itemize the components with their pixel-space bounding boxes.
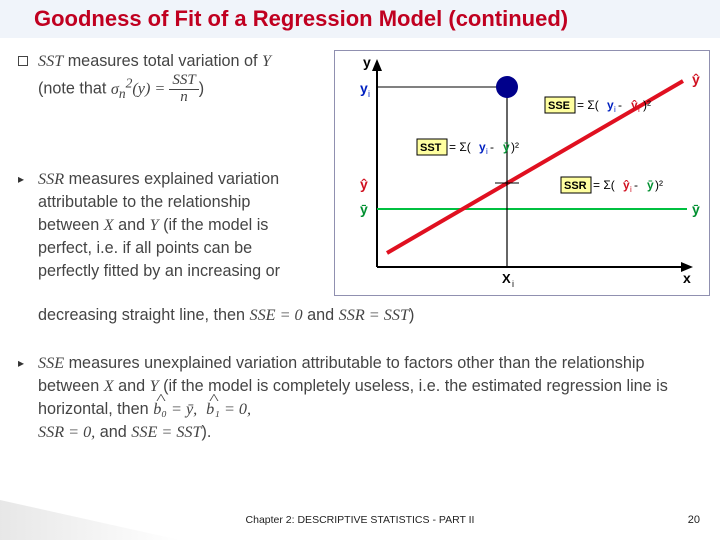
- footer-text: Chapter 2: DESCRIPTIVE STATISTICS - PART…: [0, 514, 720, 526]
- svg-text:)²: )²: [511, 140, 519, 154]
- svg-text:i: i: [486, 147, 488, 156]
- svg-text:X: X: [502, 271, 511, 286]
- chevron-icon: ▸: [18, 172, 24, 186]
- svg-text:ŷ: ŷ: [692, 71, 700, 87]
- svg-text:i: i: [512, 279, 514, 289]
- svg-text:ŷ: ŷ: [623, 178, 630, 192]
- svg-text:ŷ: ŷ: [631, 98, 638, 112]
- svg-text:SST: SST: [420, 142, 442, 154]
- svg-text:SSE: SSE: [548, 100, 570, 112]
- content-area: SST measures total variation of Y (note …: [18, 50, 710, 490]
- svg-text:i: i: [638, 105, 640, 114]
- svg-text:-: -: [618, 98, 622, 112]
- svg-text:-: -: [634, 178, 638, 192]
- page-number: 20: [688, 514, 700, 526]
- svg-text:y: y: [363, 54, 371, 70]
- sse-paragraph: SSE measures unexplained variation attri…: [38, 352, 710, 444]
- svg-text:i: i: [368, 89, 370, 99]
- svg-text:SSR: SSR: [564, 180, 587, 192]
- ssr-paragraph: SSR measures explained variation attribu…: [38, 168, 308, 283]
- diagram-svg: y yi ŷ ŷ ȳ ȳ Xi x SSE = Σ( yi - ŷi )² SS…: [335, 51, 711, 297]
- svg-text:i: i: [614, 105, 616, 114]
- sst-paragraph: SST measures total variation of Y (note …: [38, 50, 278, 106]
- svg-text:-: -: [490, 140, 494, 154]
- svg-text:ŷ: ŷ: [360, 176, 368, 192]
- svg-text:y: y: [479, 140, 486, 154]
- ssr-paragraph-cont: decreasing straight line, then SSE = 0 a…: [38, 304, 710, 327]
- svg-text:ȳ: ȳ: [692, 201, 700, 217]
- svg-text:ȳ: ȳ: [360, 201, 368, 217]
- svg-text:ȳ: ȳ: [647, 178, 654, 192]
- svg-text:x: x: [683, 270, 691, 286]
- svg-text:)²: )²: [643, 98, 651, 112]
- svg-text:= Σ(: = Σ(: [593, 178, 615, 192]
- chevron-icon: ▸: [18, 356, 24, 370]
- svg-text:= Σ(: = Σ(: [449, 140, 471, 154]
- svg-text:)²: )²: [655, 178, 663, 192]
- svg-text:y: y: [607, 98, 614, 112]
- svg-text:ȳ: ȳ: [503, 140, 510, 154]
- svg-text:i: i: [630, 185, 632, 194]
- regression-diagram: y yi ŷ ŷ ȳ ȳ Xi x SSE = Σ( yi - ŷi )² SS…: [334, 50, 710, 296]
- slide-title: Goodness of Fit of a Regression Model (c…: [0, 0, 720, 38]
- svg-text:= Σ(: = Σ(: [577, 98, 599, 112]
- box-bullet-icon: [18, 56, 28, 66]
- svg-text:y: y: [360, 80, 368, 96]
